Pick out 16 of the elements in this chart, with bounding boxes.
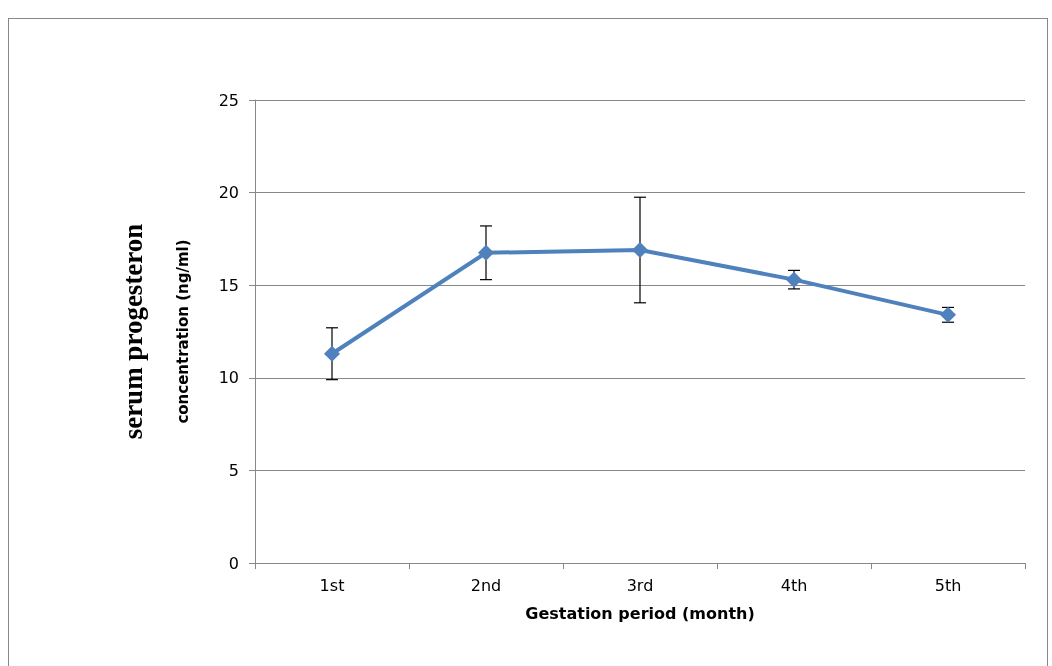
x-tick-label: 2nd: [470, 575, 502, 595]
y-tick-label: 5: [228, 460, 239, 480]
y-tick-label: 25: [218, 90, 239, 110]
x-axis-title: Gestation period (month): [525, 603, 755, 623]
y-axis-title: serum progesteron concentration (ng/ml): [117, 223, 192, 440]
y-tick-label: 10: [218, 368, 239, 388]
point: [324, 345, 340, 362]
x-tick-label: 4th: [780, 575, 808, 595]
point: [632, 242, 648, 259]
point: [478, 244, 494, 261]
x-tick-label: 1st: [319, 575, 345, 595]
x-tick-label: 3rd: [626, 575, 654, 595]
y-tick-label: 15: [218, 275, 239, 295]
x-tick-label: 5th: [934, 575, 962, 595]
y-tick-label: 0: [228, 553, 239, 573]
y-tick-label: 20: [218, 183, 239, 203]
